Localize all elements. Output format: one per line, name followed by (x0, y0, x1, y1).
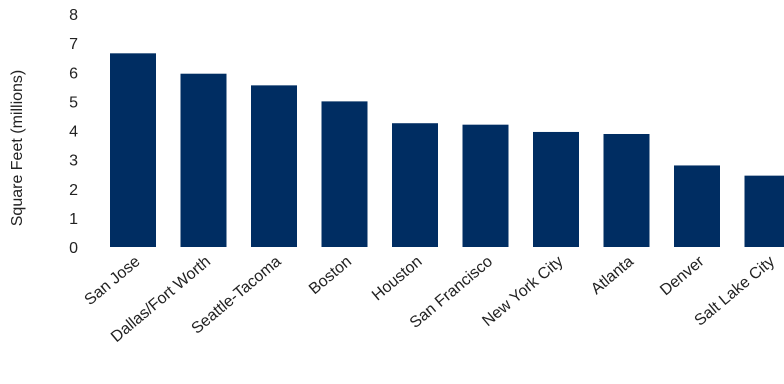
bar (533, 131, 579, 247)
y-tick-label: 8 (69, 7, 78, 24)
bar (603, 133, 650, 247)
y-tick-label: 5 (69, 94, 78, 111)
bar (744, 175, 784, 247)
x-tick-label: Denver (657, 253, 708, 300)
x-tick-label: Atlanta (588, 253, 637, 298)
y-tick-label: 6 (69, 65, 78, 82)
bar (110, 53, 156, 247)
y-tick-label: 3 (69, 153, 78, 170)
x-tick-label: San Jose (82, 253, 144, 309)
bar (462, 124, 509, 247)
y-tick-label: 7 (69, 36, 78, 53)
y-tick-label: 2 (69, 182, 78, 199)
bar (392, 123, 438, 247)
y-tick-label: 0 (69, 240, 78, 257)
y-tick-label: 4 (69, 124, 78, 141)
bar (321, 101, 368, 247)
y-axis-ticks: 0 1 2 3 4 5 6 7 8 (69, 7, 78, 257)
x-tick-label: Boston (306, 253, 355, 298)
bar (180, 73, 227, 247)
y-tick-label: 1 (69, 211, 78, 228)
bar (251, 85, 297, 247)
bar (674, 165, 720, 247)
x-tick-label: Houston (369, 253, 426, 304)
bars (110, 53, 784, 247)
y-axis-label: Square Feet (millions) (9, 70, 26, 227)
